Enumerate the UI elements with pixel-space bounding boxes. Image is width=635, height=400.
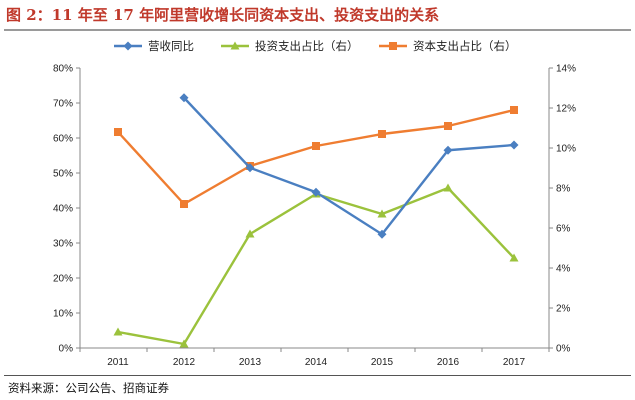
source-note: 资料来源：公司公告、招商证券 (8, 381, 169, 395)
legend-item: 营收同比 (114, 39, 194, 53)
legend-item: 资本支出占比（右） (379, 39, 517, 53)
series-marker (443, 145, 453, 155)
y-right-tick-label: 6% (556, 224, 571, 235)
y-left-tick-label: 40% (53, 204, 73, 215)
series-marker (180, 200, 188, 208)
legend-label: 投资支出占比（右） (255, 39, 359, 53)
series-line (183, 96, 515, 236)
series-marker (179, 339, 189, 348)
y-right-tick-label: 14% (556, 64, 576, 75)
y-left-tick-label: 20% (53, 274, 73, 285)
series-diamond (179, 93, 519, 239)
series-marker (389, 42, 397, 50)
series-marker (113, 327, 123, 336)
series-marker (443, 183, 453, 192)
x-tick-label: 2017 (503, 357, 526, 368)
series-layer (113, 93, 519, 348)
legend-label: 营收同比 (148, 39, 194, 53)
series-marker (377, 229, 387, 239)
y-left-tick-label: 70% (53, 99, 73, 110)
series-marker (377, 209, 387, 218)
series-marker (378, 130, 386, 138)
y-left-tick-label: 60% (53, 134, 73, 145)
x-tick-label: 2011 (107, 357, 129, 368)
source-divider (4, 375, 631, 376)
y-left-tick-label: 30% (53, 239, 73, 250)
series-triangle (113, 183, 519, 348)
series-marker (123, 41, 133, 51)
x-tick-label: 2013 (239, 357, 262, 368)
legend: 营收同比 投资支出占比（右） 资本支出占比（右） (114, 39, 517, 53)
y-left-tick-label: 10% (53, 309, 73, 320)
series-marker (245, 163, 255, 173)
y-right-tick-label: 4% (556, 264, 571, 275)
series-line (117, 186, 515, 346)
series-marker (444, 122, 452, 130)
y-left-tick-label: 80% (53, 64, 73, 75)
x-tick-label: 2012 (173, 357, 196, 368)
y-left-tick-label: 0% (59, 344, 74, 355)
series-marker (311, 187, 321, 197)
y-right-tick-label: 10% (556, 144, 576, 155)
x-tick-label: 2016 (437, 357, 460, 368)
axes: 0% 10% 20% 30% 40% 50% 60% 70% 80% 0% 2% 4% 6% 8% 10% 1… (53, 64, 576, 369)
y-right-tick-label: 8% (556, 184, 571, 195)
series-marker (509, 253, 519, 262)
series-marker (179, 93, 189, 103)
chart-title: 图 2：11 年至 17 年阿里营收增长同资本支出、投资支出的关系 (6, 6, 440, 24)
chart-svg: 营收同比 投资支出占比（右） 资本支出占比（右） 0% 10% 20% 30% 40% 50%… (53, 39, 576, 369)
legend-label: 资本支出占比（右） (413, 39, 517, 53)
series-marker (230, 41, 240, 50)
x-tick-label: 2014 (305, 357, 328, 368)
y-left-tick-label: 50% (53, 169, 73, 180)
y-right-tick-label: 12% (556, 104, 576, 115)
series-marker (114, 128, 122, 136)
series-marker (510, 106, 518, 114)
y-right-tick-label: 2% (556, 304, 571, 315)
title-divider (4, 29, 631, 31)
legend-item: 投资支出占比（右） (221, 39, 359, 53)
y-right-tick-label: 0% (556, 344, 571, 355)
series-marker (509, 140, 519, 150)
series-marker (245, 229, 255, 238)
x-tick-label: 2015 (371, 357, 394, 368)
series-marker (312, 142, 320, 150)
